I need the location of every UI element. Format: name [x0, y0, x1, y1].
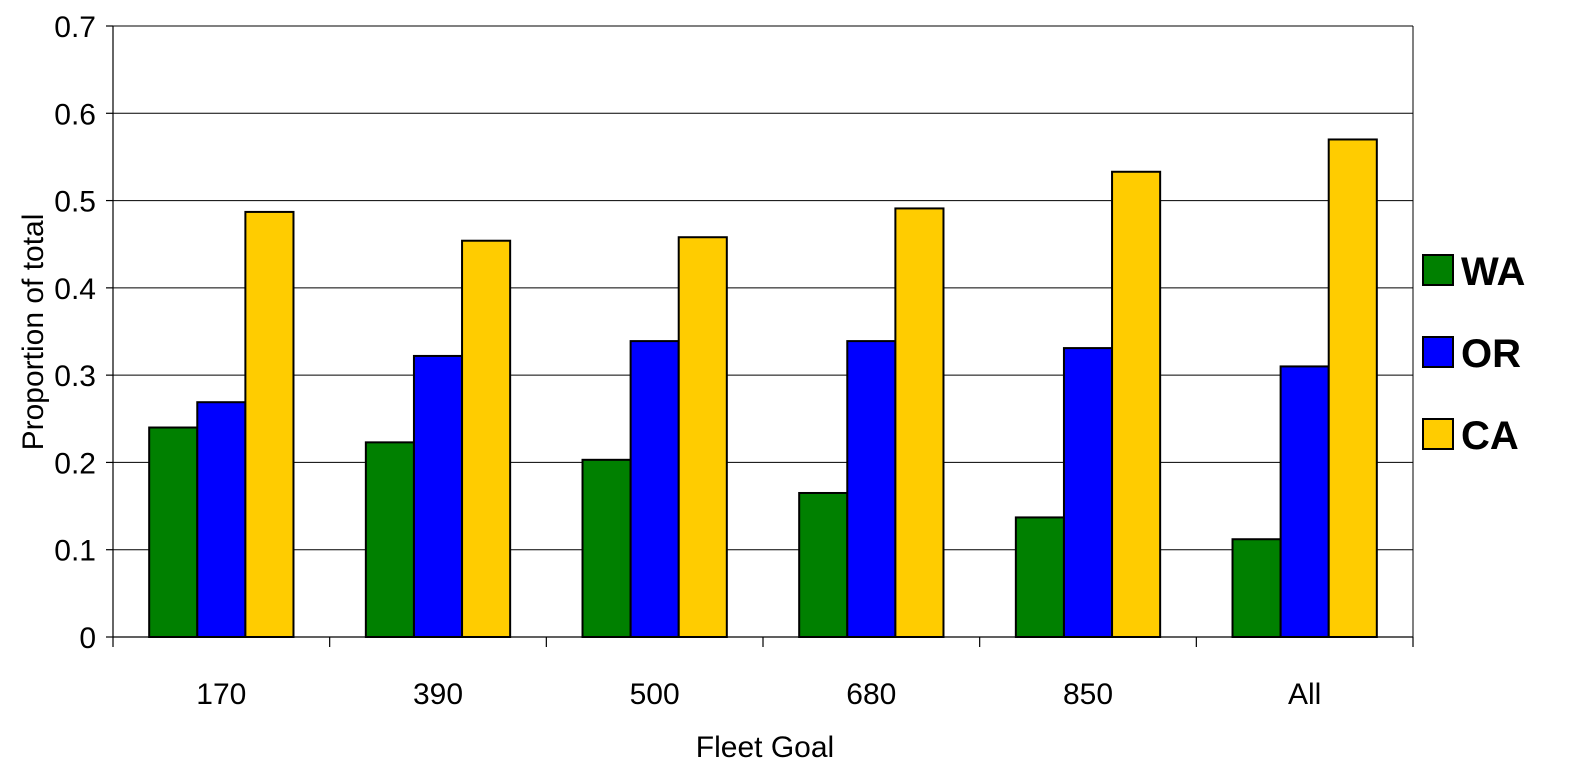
y-tick-label: 0.1	[54, 535, 96, 568]
x-tick-label: 680	[846, 678, 896, 711]
bar-wa-850	[1014, 516, 1065, 639]
bar-ca-850	[1111, 170, 1162, 638]
y-tick-label: 0.4	[54, 273, 96, 306]
bar-wa-390	[364, 441, 415, 638]
y-tick-label: 0.3	[54, 360, 96, 393]
bar-or-170	[196, 401, 247, 638]
legend: WA OR CA	[1422, 250, 1525, 458]
bar-or-all	[1279, 365, 1330, 638]
y-tick-label: 0	[79, 622, 96, 655]
axes	[112, 26, 1413, 638]
legend-label-wa: WA	[1461, 250, 1525, 294]
bar-ca-680	[894, 207, 945, 638]
legend-swatch-wa	[1422, 254, 1454, 286]
y-tick-label: 0.2	[54, 447, 96, 480]
bar-or-500	[629, 340, 680, 638]
y-axis-title: Proportion of total	[17, 214, 50, 451]
bar-or-680	[846, 340, 897, 638]
x-tick-label: 500	[630, 678, 680, 711]
bar-wa-all	[1231, 538, 1282, 638]
y-tick-label: 0.7	[54, 11, 96, 44]
y-tick-label: 0.6	[54, 98, 96, 131]
y-tick-label: 0.5	[54, 186, 96, 219]
y-axis-ticks: 0 0.1 0.2 0.3 0.4 0.5 0.6 0.7	[54, 11, 113, 655]
bar-wa-170	[148, 426, 199, 638]
x-tick-label: All	[1288, 678, 1321, 711]
legend-label-or: OR	[1461, 332, 1521, 376]
bar-ca-390	[461, 239, 512, 638]
legend-swatch-ca	[1422, 418, 1454, 450]
bar-wa-500	[581, 458, 632, 638]
x-tick-label: 170	[196, 678, 246, 711]
bar-or-850	[1062, 347, 1114, 638]
legend-swatch-or	[1422, 336, 1454, 368]
bar-ca-500	[677, 236, 728, 639]
bar-or-390	[412, 354, 464, 638]
gridlines	[113, 25, 1414, 637]
legend-label-ca: CA	[1461, 414, 1519, 458]
x-axis-title: Fleet Goal	[696, 731, 834, 764]
bars	[148, 138, 1378, 639]
x-axis-ticks: 170 390 500 680 850 All	[112, 637, 1414, 711]
x-tick-label: 850	[1063, 678, 1113, 711]
bar-ca-all	[1327, 138, 1378, 638]
bar-wa-680	[798, 491, 849, 638]
x-tick-label: 390	[413, 678, 463, 711]
bar-ca-170	[244, 210, 295, 638]
